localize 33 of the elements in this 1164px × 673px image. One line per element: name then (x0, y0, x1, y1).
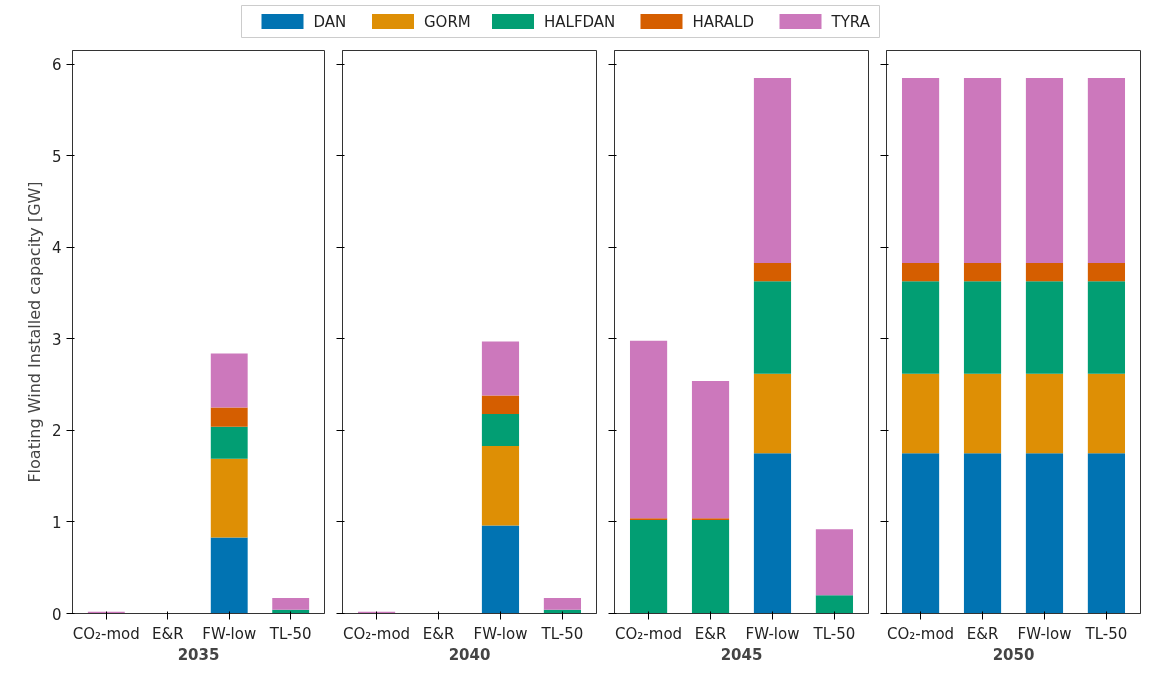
legend-label: GORM (424, 12, 471, 31)
y-tick-label: 5 (51, 147, 62, 166)
x-tick-label: TL-50 (1084, 624, 1128, 643)
legend-label: DAN (313, 12, 347, 31)
y-tick-label: 0 (51, 605, 62, 624)
y-axis-title: Floating Wind Installed capacity [GW] (24, 181, 44, 483)
legend-label: HARALD (692, 12, 755, 31)
legend-label: TYRA (830, 12, 871, 31)
x-axis-title: 2035 (177, 645, 220, 664)
x-tick-label: CO₂-mod (615, 624, 683, 643)
legend-label: HALFDAN (544, 12, 616, 31)
y-tick-label: 1 (51, 513, 62, 532)
x-tick-label: E&R (151, 624, 184, 643)
x-tick-label: TL-50 (268, 624, 312, 643)
y-tick-label: 4 (51, 239, 62, 258)
y-tick-label: 3 (51, 330, 62, 349)
x-tick-label: FW-low (1017, 624, 1072, 643)
x-tick-label: E&R (422, 624, 455, 643)
y-tick-label: 6 (51, 56, 62, 75)
x-tick-label: FW-low (473, 624, 528, 643)
x-tick-label: CO₂-mod (343, 624, 411, 643)
y-tick-label: 2 (51, 422, 62, 441)
x-tick-label: TL-50 (540, 624, 584, 643)
x-tick-label: CO₂-mod (72, 624, 140, 643)
x-tick-label: TL-50 (812, 624, 856, 643)
x-tick-label: CO₂-mod (887, 624, 955, 643)
x-tick-label: E&R (966, 624, 999, 643)
x-tick-label: E&R (694, 624, 727, 643)
x-tick-label: FW-low (202, 624, 257, 643)
x-axis-title: 2050 (992, 645, 1035, 664)
x-tick-label: FW-low (745, 624, 800, 643)
x-axis-title: 2040 (448, 645, 491, 664)
x-axis-title: 2045 (720, 645, 763, 664)
